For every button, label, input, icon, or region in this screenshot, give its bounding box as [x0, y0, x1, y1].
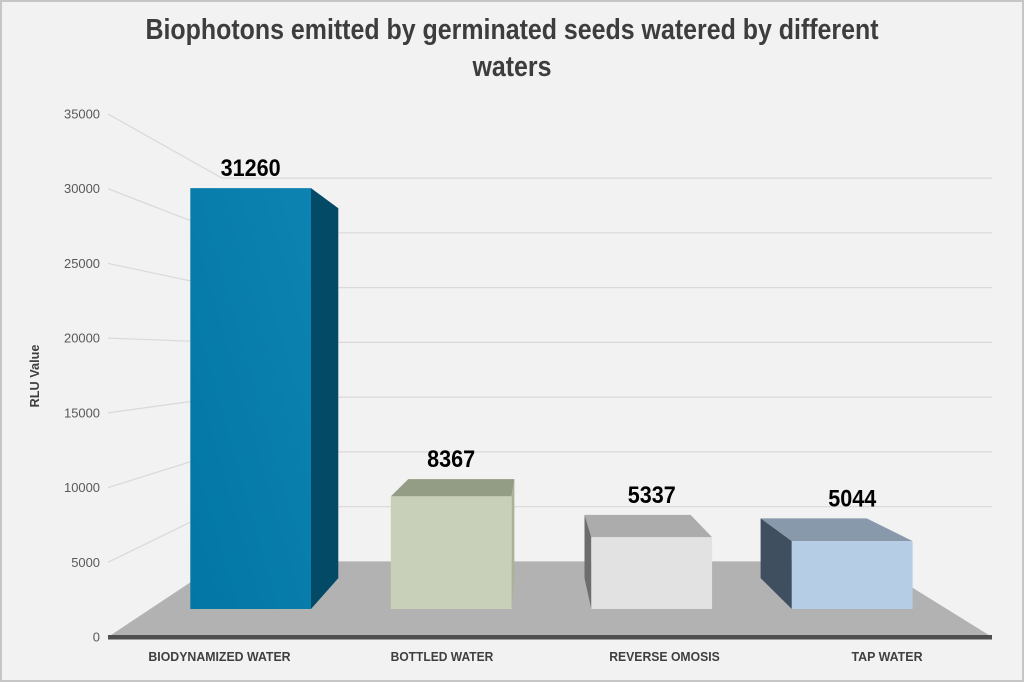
bar-3-side-face: [760, 518, 792, 609]
y-tick-label-25000: 25000: [64, 256, 100, 271]
y-axis-title: RLU Value: [28, 344, 42, 407]
chart-title: Biophotons emitted by germinated seeds w…: [73, 12, 950, 86]
chart-title-line1: Biophotons emitted by germinated seeds w…: [145, 14, 879, 46]
bar-0-front-face: [190, 188, 311, 609]
bar-3: [760, 518, 913, 609]
y-tick-label-30000: 30000: [64, 181, 100, 196]
bar-1-side-face: [511, 479, 515, 609]
bar-2-top-face: [584, 514, 713, 538]
bar-3-top-face: [760, 518, 913, 542]
bar-3-front-face: [791, 541, 913, 609]
chart-floor-front-edge: [108, 635, 992, 640]
bar-1-front-face: [390, 496, 512, 609]
y-tick-label-20000: 20000: [64, 331, 100, 346]
bar-1: [390, 479, 515, 609]
y-tick-label-0: 0: [93, 630, 100, 645]
bar-0-value-label: 31260: [221, 155, 281, 182]
category-label-0: BIODYNAMIZED WATER: [148, 649, 291, 664]
y-tick-label-15000: 15000: [64, 405, 100, 420]
chart-title-line2: waters: [472, 51, 552, 83]
bar-1-top-face: [390, 479, 515, 497]
bar-2: [584, 514, 713, 609]
bar-2-side-face: [584, 514, 592, 609]
bar-1-value-label: 8367: [427, 446, 475, 473]
bar-3-value-label: 5044: [828, 485, 877, 512]
bar-0: [190, 188, 339, 609]
bar-2-front-face: [591, 537, 713, 609]
bar-0-side-face: [311, 188, 339, 609]
category-label-2: REVERSE OMOSIS: [609, 649, 720, 664]
y-tick-label-35000: 35000: [64, 107, 100, 122]
y-tick-label-10000: 10000: [64, 480, 100, 495]
bar-2-value-label: 5337: [628, 482, 676, 509]
y-tick-label-5000: 5000: [71, 555, 100, 570]
category-label-3: TAP WATER: [851, 649, 923, 664]
gridline-35000: [107, 113, 992, 179]
category-label-1: BOTTLED WATER: [391, 649, 494, 664]
